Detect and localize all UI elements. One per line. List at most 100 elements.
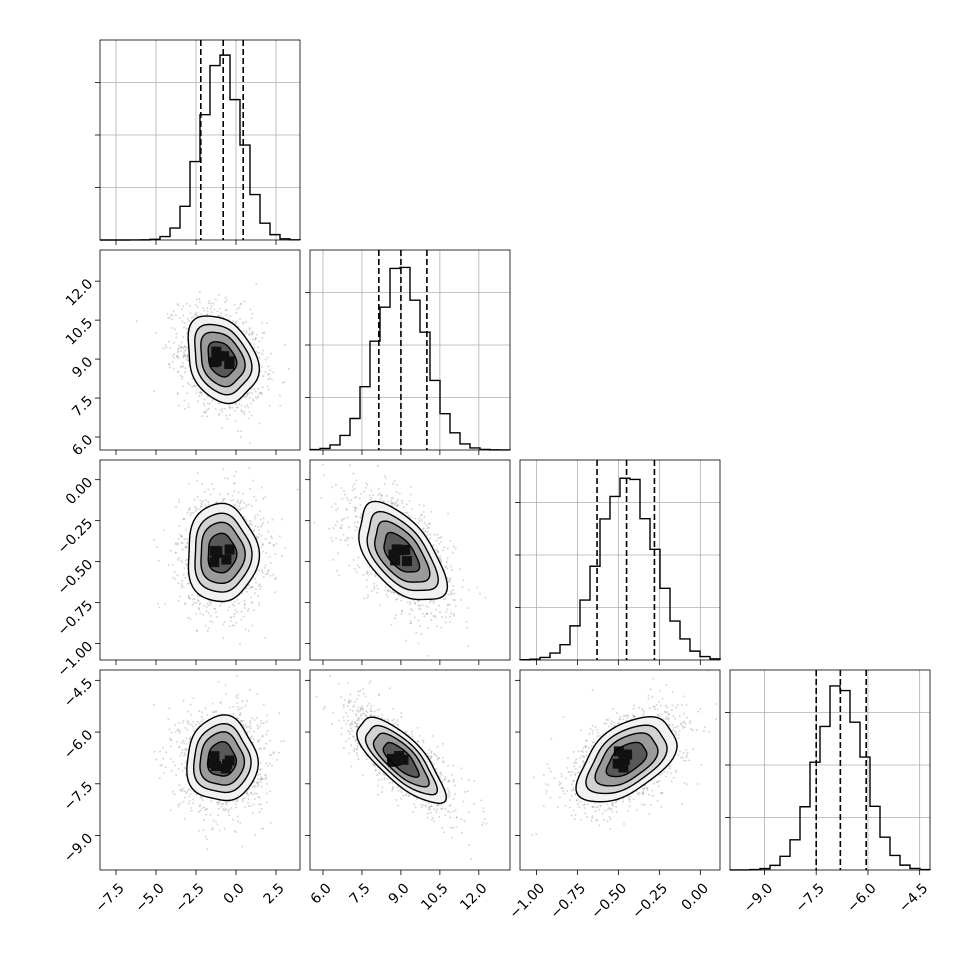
- scatter-point: [247, 503, 250, 506]
- scatter-point: [201, 483, 204, 486]
- scatter-point: [181, 375, 184, 378]
- scatter-point: [187, 482, 190, 485]
- scatter-point: [243, 606, 246, 609]
- scatter-point: [225, 802, 228, 805]
- scatter-point: [203, 404, 206, 407]
- scatter-point: [180, 535, 183, 538]
- scatter-point: [164, 603, 167, 606]
- scatter-point: [444, 565, 447, 568]
- scatter-point: [336, 552, 339, 555]
- scatter-point: [401, 499, 404, 502]
- scatter-point: [214, 408, 217, 411]
- scatter-point: [334, 484, 337, 487]
- scatter-point: [198, 804, 201, 807]
- scatter-point: [205, 409, 208, 412]
- scatter-point: [397, 498, 400, 501]
- scatter-point: [467, 645, 470, 648]
- scatter-point: [172, 367, 175, 370]
- scatter-point: [188, 304, 191, 307]
- scatter-point: [177, 805, 180, 808]
- scatter-point: [238, 502, 241, 505]
- scatter-point: [225, 808, 228, 811]
- density-core: [211, 356, 222, 367]
- scatter-point: [406, 503, 409, 506]
- scatter-point: [245, 504, 248, 507]
- scatter-point: [249, 520, 252, 523]
- scatter-point: [306, 530, 308, 532]
- scatter-point: [240, 410, 243, 413]
- scatter-point: [248, 327, 251, 330]
- scatter-point: [170, 769, 173, 772]
- scatter-point: [255, 282, 258, 285]
- scatter-point: [409, 516, 412, 519]
- scatter-point: [452, 589, 455, 592]
- scatter-point: [222, 468, 225, 471]
- scatter-point: [381, 500, 384, 503]
- scatter-point: [444, 597, 447, 600]
- scatter-point: [188, 788, 191, 791]
- scatter-point: [207, 488, 210, 491]
- scatter-point: [225, 314, 228, 317]
- scatter-point: [373, 585, 376, 588]
- scatter-point: [454, 605, 457, 608]
- scatter-point: [356, 521, 359, 524]
- scatter-point: [236, 406, 239, 409]
- scatter-point: [235, 403, 238, 406]
- scatter-point: [238, 306, 241, 309]
- scatter-point: [233, 600, 236, 603]
- scatter-point: [442, 549, 445, 552]
- scatter-point: [247, 417, 250, 420]
- scatter-point: [226, 477, 229, 480]
- scatter-point: [247, 805, 250, 808]
- scatter-point: [196, 629, 199, 632]
- scatter-point: [153, 538, 156, 541]
- scatter-point: [180, 341, 183, 344]
- scatter-point: [187, 788, 190, 791]
- scatter-point: [180, 535, 183, 538]
- scatter-point: [154, 331, 157, 334]
- scatter-point: [218, 307, 221, 310]
- scatter-point: [218, 829, 221, 832]
- scatter-point: [355, 571, 358, 574]
- scatter-point: [195, 629, 198, 632]
- scatter-point: [402, 506, 405, 509]
- scatter-point: [427, 526, 430, 529]
- scatter-point: [242, 322, 245, 325]
- scatter-point: [167, 363, 170, 366]
- panel-frame: [99, 39, 301, 241]
- scatter-point: [426, 534, 429, 537]
- scatter-point: [351, 485, 354, 488]
- scatter-point: [272, 371, 275, 374]
- scatter-point: [270, 537, 273, 540]
- scatter-point: [204, 624, 207, 627]
- scatter-point: [268, 377, 271, 380]
- scatter-point: [183, 349, 186, 352]
- scatter-point: [188, 507, 191, 510]
- scatter-point: [227, 493, 230, 496]
- scatter-point: [241, 592, 244, 595]
- scatter-point: [392, 591, 395, 594]
- scatter-point: [187, 509, 190, 512]
- scatter-point: [188, 319, 191, 322]
- scatter-point: [198, 810, 201, 813]
- scatter-point: [233, 624, 236, 627]
- scatter-point: [450, 568, 453, 571]
- scatter-point: [367, 574, 370, 577]
- scatter-point: [467, 588, 470, 591]
- scatter-point: [215, 501, 218, 504]
- scatter-point: [393, 617, 396, 620]
- scatter-point: [229, 499, 232, 502]
- scatter-point: [243, 300, 246, 303]
- scatter-point: [234, 802, 237, 805]
- scatter-point: [383, 483, 386, 486]
- scatter-point: [177, 350, 180, 353]
- scatter-point: [363, 597, 366, 600]
- scatter-point: [197, 599, 200, 602]
- scatter-point: [213, 607, 216, 610]
- scatter-point: [194, 314, 197, 317]
- scatter-point: [389, 590, 392, 593]
- scatter-point: [255, 350, 258, 353]
- scatter-point: [192, 798, 195, 801]
- scatter-point: [320, 496, 323, 499]
- scatter-point: [206, 629, 209, 632]
